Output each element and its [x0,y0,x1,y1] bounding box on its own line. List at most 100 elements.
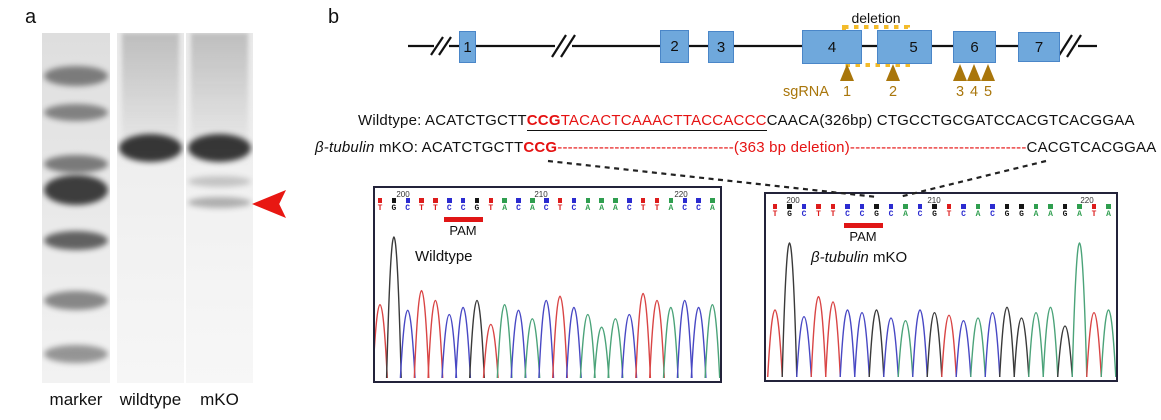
ruler-tick-200: 200 [786,196,800,205]
panel-b-label: b [328,6,340,28]
base-square [1033,204,1039,209]
gel-band [44,66,108,86]
base-letter: A [1106,210,1111,219]
base-square [932,204,937,209]
base-square [961,204,966,209]
base-letter: G [787,210,792,219]
base-square [1106,204,1111,209]
base-square [845,204,850,209]
exon-1: 1 [459,31,476,63]
mko-sequence-line: β-tubulin mKO: ACATCTGCTTCCG------------… [315,139,1156,156]
base-square [516,198,521,203]
gel-band [44,231,108,250]
base-square [391,198,397,203]
base-square [787,204,792,209]
exon-2: 2 [660,30,689,63]
wt-target-seq: TACACTCAAACTTACCACCC [560,112,767,129]
exon-6: 6 [953,31,996,63]
base-square [830,204,836,209]
pam-label: PAM [849,229,877,244]
base-letter: A [585,204,591,213]
base-letter: T [946,210,952,219]
base-square [1077,204,1082,209]
base-letter: C [460,204,466,213]
base-square [544,198,549,203]
base-square [1019,204,1024,209]
base-letter: T [816,210,821,219]
gel-band [188,176,251,187]
base-square [1062,204,1068,209]
base-letter: T [432,204,438,213]
base-square [682,198,687,203]
base-square [640,198,646,203]
base-square [816,204,821,209]
exon-3: 3 [708,31,734,63]
wt-seq-post: CAACA(326bp) CTGCCTGCGATCCACGTCACGGAA [766,112,1135,129]
base-letter: C [446,204,452,213]
zoom-connector-lines [547,159,1047,199]
base-square [460,198,466,203]
gel-band [44,155,108,173]
ruler-tick-210: 210 [534,190,548,199]
base-square [530,198,535,203]
sgrna-number-4: 4 [969,84,979,100]
base-letter: G [391,204,397,213]
wt-pam: CCG [526,112,561,129]
base-square [946,204,952,209]
ruler-tick-220: 220 [1080,196,1094,205]
base-square [1048,204,1053,209]
wildtype-seq-label: Wildtype: [358,112,426,129]
gel-band [44,291,108,310]
base-letter: A [903,210,908,219]
sgrna-label: sgRNA [783,84,829,100]
base-letter: A [1033,210,1039,219]
exon-7: 7 [1018,32,1060,62]
base-letter: T [377,204,383,213]
base-square [599,198,604,203]
chromatogram-wildtype: PAM Wildtype 200 210 220 T G C T T C C G T A C A C T C A A A… [373,186,722,383]
base-letter: T [772,210,778,219]
base-letter: A [502,204,508,213]
mko-seq-label-rest: mKO: [374,139,422,156]
mko-pam: CCG [523,139,558,156]
base-letter: C [990,210,995,219]
sgrna-arrow-3 [953,64,967,81]
base-square [613,198,618,203]
lane-label-marker: marker [49,390,103,409]
base-letter: A [975,210,981,219]
base-square [405,198,410,203]
gel-band [44,345,108,363]
base-letter: C [961,210,966,219]
base-square [627,198,632,203]
base-square [888,204,894,209]
base-letter: C [696,204,701,213]
base-letter: G [932,210,937,219]
base-letter: C [543,204,549,213]
base-square [474,198,480,203]
exon-5: 5 [877,30,932,64]
gel-lane-mko [186,33,253,383]
mko-dashes-left: ---------------------------------- [557,139,734,156]
base-square [975,204,981,209]
base-letter: G [1019,210,1024,219]
base-square [801,204,807,209]
base-letter: C [845,210,850,219]
gel-band [44,175,108,205]
trace-peaks-mko [767,242,1116,378]
sgrna-number-1: 1 [842,84,852,100]
base-letter: A [613,204,618,213]
base-letter: C [888,210,894,219]
base-square [903,204,908,209]
gel-band [119,134,182,162]
ruler-tick-210: 210 [927,196,941,205]
mko-seq-label-italic: β-tubulin [315,139,375,156]
base-square [377,198,383,203]
gel-lane-marker [42,33,110,383]
gel-lane-wildtype [117,33,184,383]
exon-4: 4 [802,30,862,64]
chrom-label-rest: mKO [868,249,908,266]
base-letter: A [599,204,604,213]
base-letter: T [640,204,646,213]
pam-bar [444,217,483,222]
base-square [668,198,674,203]
